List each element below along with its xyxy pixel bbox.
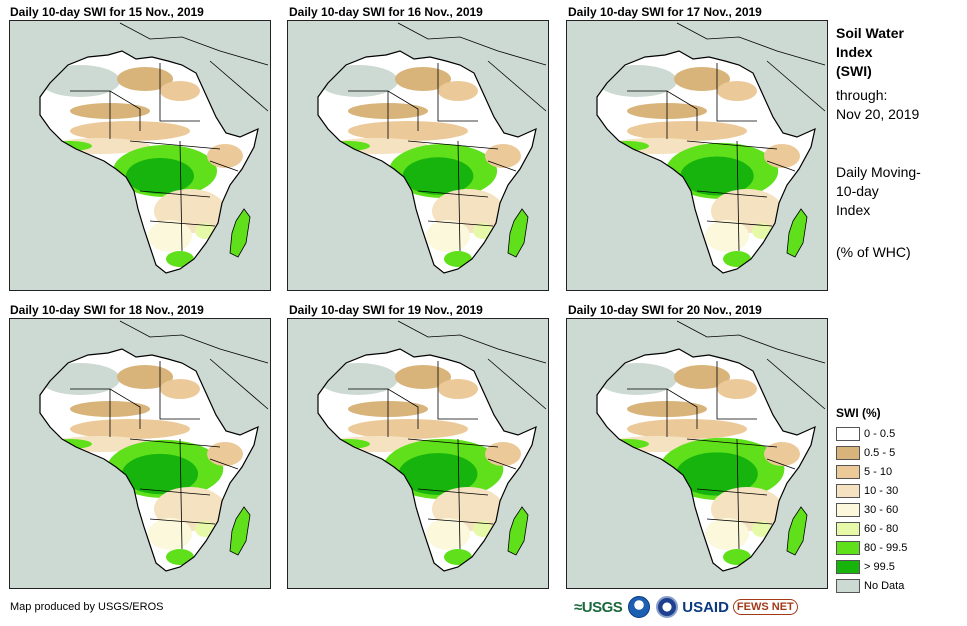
legend-swatch	[836, 445, 860, 460]
map-panel-6	[566, 318, 828, 589]
legend-item: > 99.5	[836, 558, 895, 575]
logo-strip: ≈USGS USAID FEWS NET	[574, 594, 798, 620]
panel-title-6: Daily 10-day SWI for 20 Nov., 2019	[568, 303, 762, 317]
usgs-logo: ≈USGS	[574, 598, 623, 616]
panel-title-3: Daily 10-day SWI for 17 Nov., 2019	[568, 5, 762, 19]
legend-item: 0.5 - 5	[836, 444, 895, 461]
index-description: Daily Moving- 10-day Index	[836, 164, 921, 218]
legend-swatch	[836, 464, 860, 479]
unit-label: (% of WHC)	[836, 244, 911, 260]
legend-label: 0 - 0.5	[864, 427, 896, 440]
map-panel-1	[9, 20, 271, 291]
legend-label: > 99.5	[864, 560, 895, 573]
legend-swatch	[836, 559, 860, 574]
legend-title: SWI (%)	[836, 406, 881, 420]
usaid-logo: USAID	[682, 598, 729, 616]
legend-swatch	[836, 502, 860, 517]
africa-map	[596, 22, 826, 274]
panel-title-1: Daily 10-day SWI for 15 Nov., 2019	[10, 5, 204, 19]
legend-item: 0 - 0.5	[836, 425, 895, 442]
africa-map	[317, 22, 547, 274]
map-panel-5	[287, 318, 549, 589]
legend-item: 30 - 60	[836, 501, 898, 518]
legend-label: 0.5 - 5	[864, 446, 896, 459]
legend-item: 80 - 99.5	[836, 539, 907, 556]
legend-label: No Data	[864, 579, 905, 592]
credit-text: Map produced by USGS/EROS	[10, 601, 164, 613]
nasa-logo	[656, 596, 679, 618]
legend-label: 30 - 60	[864, 503, 899, 516]
legend-label: 10 - 30	[864, 484, 899, 497]
africa-map	[596, 320, 826, 572]
africa-map	[39, 320, 269, 572]
through-date: Nov 20, 2019	[836, 106, 920, 122]
legend-swatch	[836, 578, 860, 593]
legend-item: 5 - 10	[836, 463, 892, 480]
panel-title-5: Daily 10-day SWI for 19 Nov., 2019	[289, 303, 483, 317]
legend-label: 60 - 80	[864, 522, 899, 535]
legend-swatch	[836, 521, 860, 536]
legend-item: 10 - 30	[836, 482, 898, 499]
through-label: through: Nov 20, 2019	[836, 87, 920, 122]
panel-title-2: Daily 10-day SWI for 16 Nov., 2019	[289, 5, 483, 19]
legend-swatch	[836, 483, 860, 498]
map-panel-3	[566, 20, 828, 291]
map-panel-2	[287, 20, 549, 291]
legend-swatch	[836, 426, 860, 441]
fews-net-logo: FEWS NET	[732, 599, 798, 615]
noaa-logo	[628, 596, 651, 618]
legend-item: 60 - 80	[836, 520, 898, 537]
africa-map	[317, 320, 547, 572]
panel-title-4: Daily 10-day SWI for 18 Nov., 2019	[10, 303, 204, 317]
africa-map	[39, 22, 269, 274]
map-panel-4	[9, 318, 271, 589]
legend-item: No Data	[836, 577, 904, 594]
legend-label: 5 - 10	[864, 465, 893, 478]
legend-swatch	[836, 540, 860, 555]
index-title: Soil Water Index (SWI)	[836, 25, 904, 79]
legend-label: 80 - 99.5	[864, 541, 908, 554]
